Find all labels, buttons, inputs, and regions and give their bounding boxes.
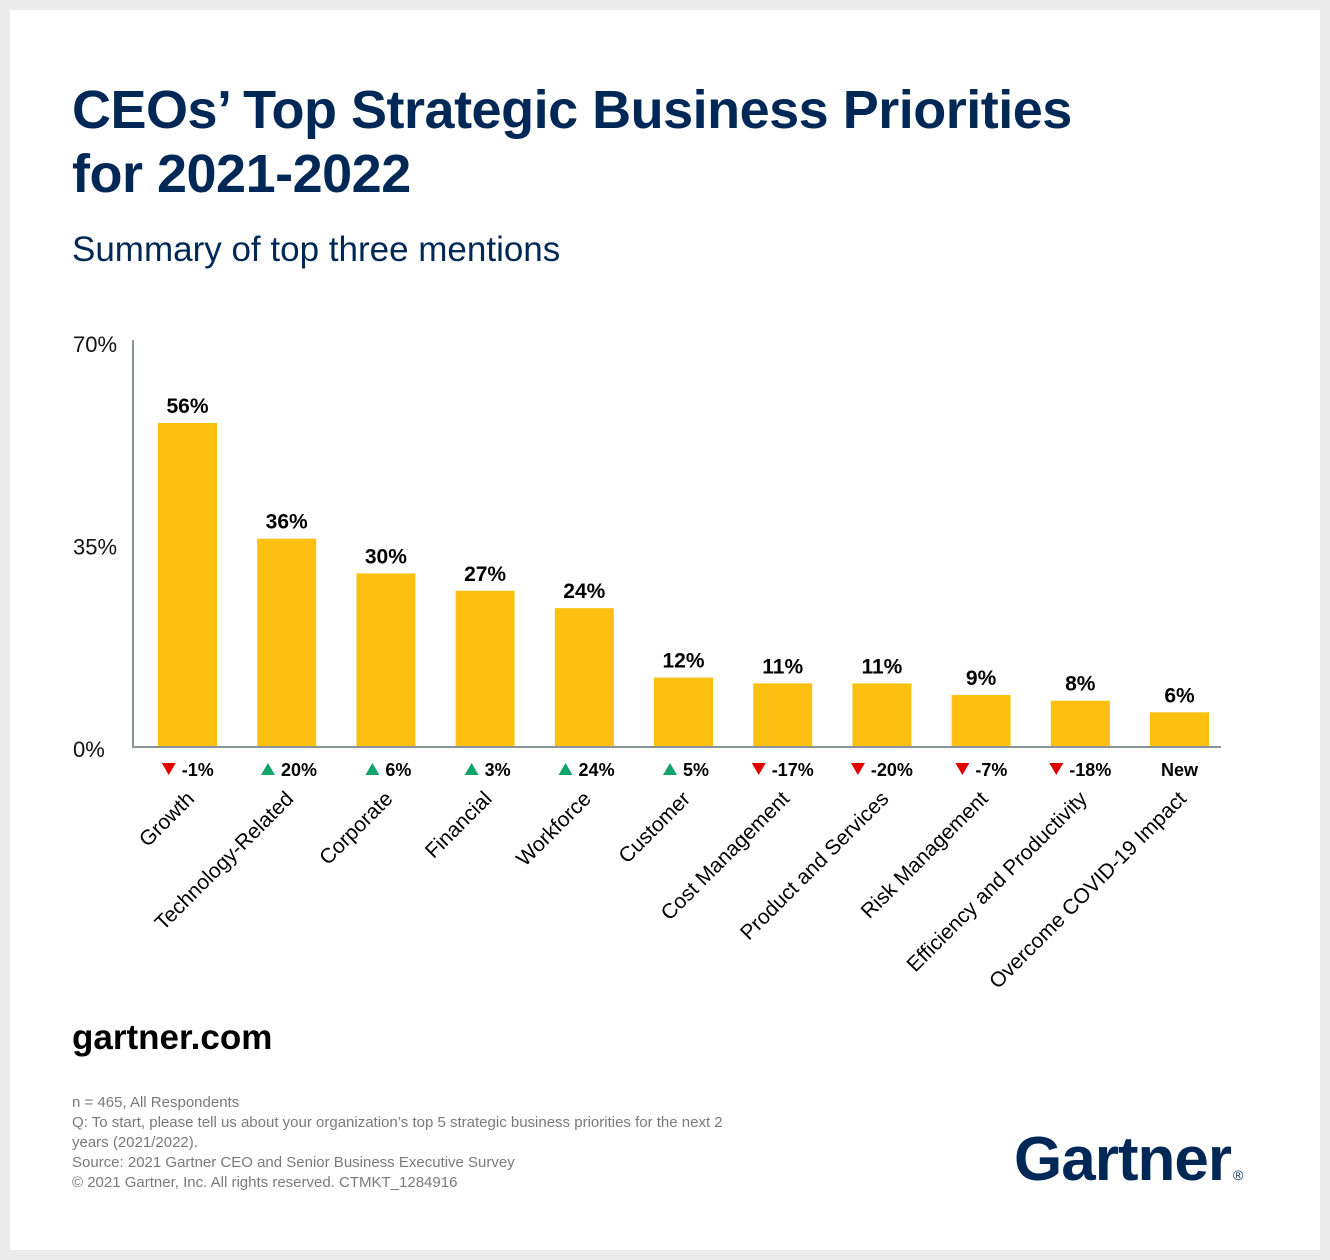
down-arrow-icon (751, 763, 766, 775)
category-label: Overcome COVID-19 Impact (985, 787, 1191, 993)
chart-title: CEOs’ Top Strategic Business Priorities … (72, 80, 1072, 204)
bar (1150, 712, 1209, 747)
bar (951, 694, 1011, 747)
footnote-sample: n = 465, All Respondents (72, 1094, 240, 1111)
chart-subtitle: Summary of top three mentions (72, 230, 561, 269)
up-arrow-icon (464, 763, 479, 775)
down-arrow-icon (1049, 763, 1064, 775)
change-label: 5% (683, 760, 709, 780)
footnotes: n = 465, All Respondents Q: To start, pl… (72, 1093, 732, 1193)
bar (257, 538, 317, 747)
down-arrow-icon (161, 763, 176, 775)
registered-mark-icon: ® (1232, 1167, 1244, 1183)
gartner-logo: Gartner ® (1014, 1124, 1243, 1195)
data-label: 56% (166, 395, 208, 418)
bar (753, 683, 813, 747)
footnote-source: Source: 2021 Gartner CEO and Senior Busi… (72, 1154, 515, 1171)
site-url: gartner.com (72, 1018, 273, 1057)
footnote-copyright: © 2021 Gartner, Inc. All rights reserved… (72, 1174, 458, 1191)
infographic-card: CEOs’ Top Strategic Business Priorities … (10, 10, 1320, 1250)
bar (1050, 700, 1110, 747)
category-label: Growth (135, 787, 199, 851)
change-label: -7% (975, 760, 1007, 780)
bar (654, 677, 713, 747)
data-label: 36% (266, 511, 308, 534)
bar (554, 608, 614, 747)
y-tick-label: 35% (73, 535, 117, 560)
data-label: 27% (464, 563, 506, 586)
category-label: Workforce (512, 787, 596, 871)
data-label: 30% (365, 545, 407, 568)
down-arrow-icon (955, 763, 970, 775)
data-label: 24% (563, 580, 605, 603)
data-label: 8% (1065, 673, 1096, 696)
category-label: Financial (421, 787, 497, 863)
data-label: 6% (1164, 684, 1195, 707)
change-label: -20% (871, 760, 913, 780)
bar (455, 590, 515, 747)
footnote-question: Q: To start, please tell us about your o… (72, 1114, 723, 1151)
category-label: Corporate (315, 787, 397, 869)
change-label: -17% (772, 760, 814, 780)
bar (356, 573, 416, 747)
data-label: 12% (662, 650, 704, 673)
up-arrow-icon (260, 763, 275, 775)
data-label: 9% (966, 667, 997, 690)
data-label: 11% (861, 655, 902, 678)
change-label: 24% (579, 760, 615, 780)
change-label: -1% (182, 760, 214, 780)
category-label: Efficiency and Productivity (903, 787, 1093, 977)
change-label: -18% (1069, 760, 1111, 780)
change-label: 20% (281, 760, 317, 780)
bar (852, 683, 912, 747)
change-label: 6% (385, 760, 411, 780)
up-arrow-icon (663, 763, 677, 775)
change-label: New (1161, 760, 1199, 780)
logo-text: Gartner (1014, 1125, 1232, 1194)
data-label: 11% (762, 655, 803, 678)
change-label: 3% (485, 760, 511, 780)
y-tick-label: 0% (73, 737, 105, 762)
up-arrow-icon (365, 763, 380, 775)
bar (158, 423, 217, 747)
category-label: Customer (614, 787, 695, 868)
down-arrow-icon (850, 763, 865, 775)
up-arrow-icon (558, 763, 573, 775)
y-tick-label: 70% (73, 332, 117, 357)
